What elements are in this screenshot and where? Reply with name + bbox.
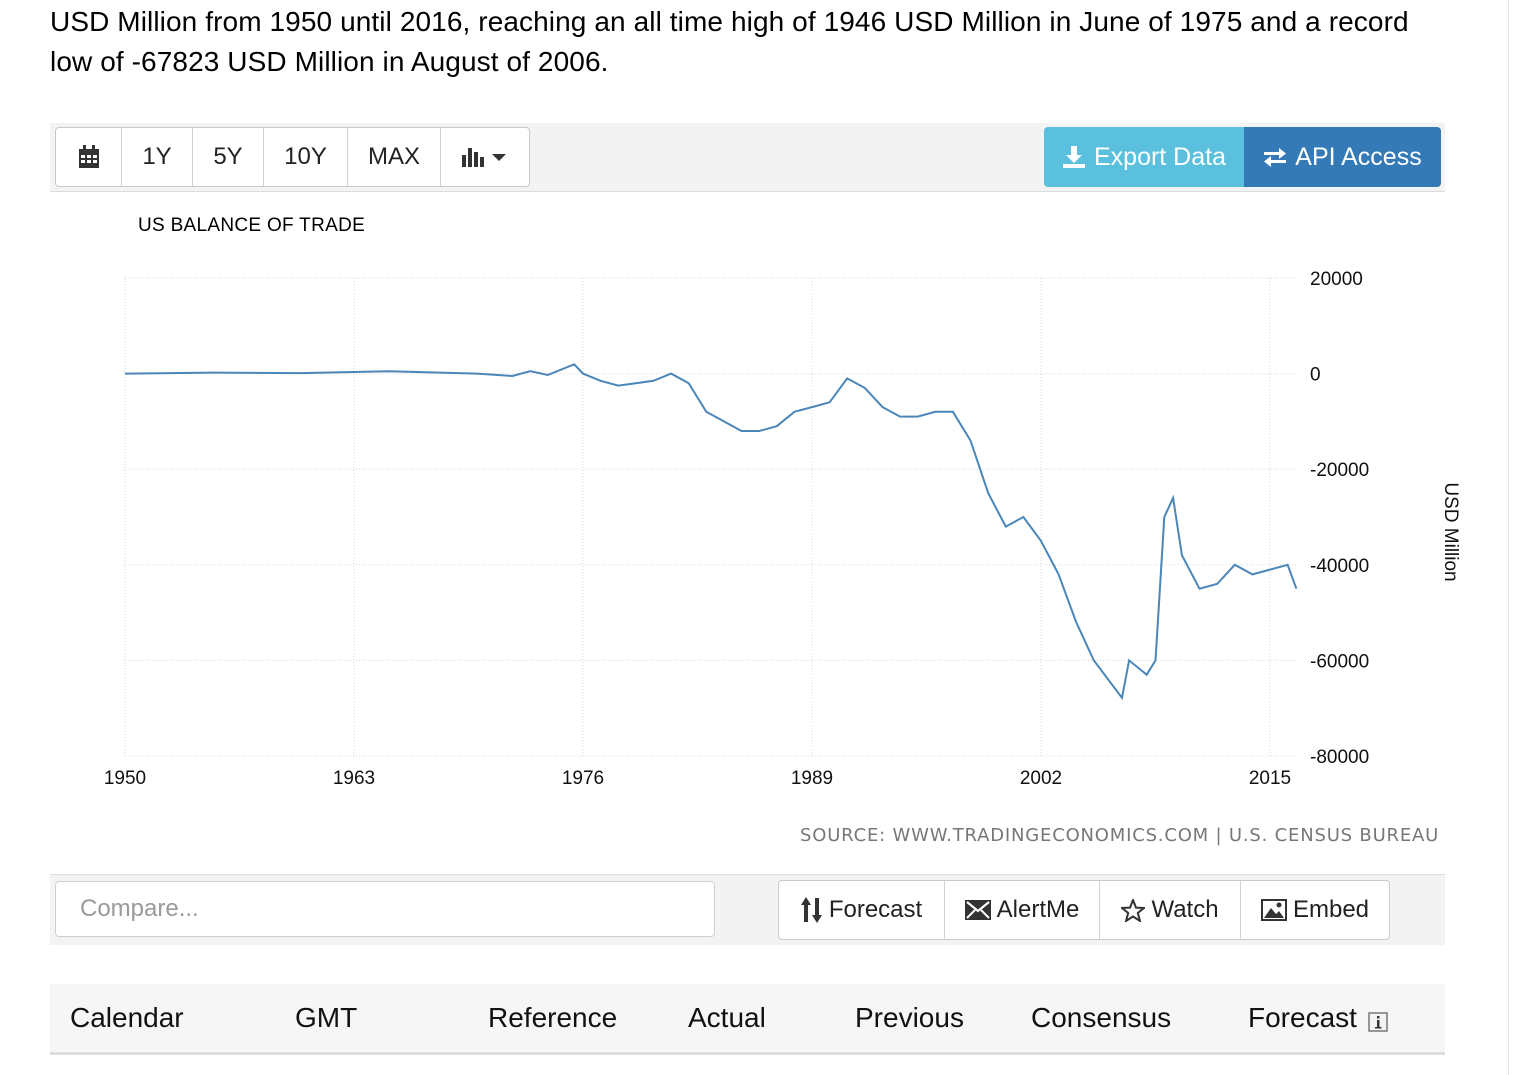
y-tick-label: 20000 (1310, 269, 1363, 290)
range-5y-button[interactable]: 5Y (193, 128, 264, 186)
range-1y-button[interactable]: 1Y (122, 128, 193, 186)
chart-panel (50, 192, 1445, 872)
calendar-button[interactable] (56, 128, 122, 186)
image-icon (1260, 899, 1287, 921)
col-consensus: Consensus (1031, 1002, 1172, 1033)
watch-button[interactable]: Watch (1100, 881, 1241, 939)
x-tick-label: 1976 (562, 768, 604, 789)
range-button-group: 1Y 5Y 10Y MAX (55, 127, 530, 187)
x-tick-label: 1963 (333, 768, 375, 789)
watch-button-label: Watch (1151, 896, 1219, 923)
x-tick-label: 2015 (1249, 768, 1291, 789)
col-gmt: GMT (295, 1002, 358, 1033)
y-tick-label: -40000 (1310, 556, 1369, 577)
col-calendar: Calendar (70, 1002, 184, 1033)
x-tick-label: 1950 (104, 768, 146, 789)
chart-toolbar: 1Y 5Y 10Y MAX Export Data API (50, 123, 1445, 192)
compare-input[interactable] (55, 881, 715, 937)
chart-actions-group: Forecast AlertMe Watch Embed (778, 880, 1390, 940)
export-data-button[interactable]: Export Data (1044, 127, 1244, 187)
page-edge-divider (1508, 0, 1513, 1075)
chart-title: US BALANCE OF TRADE (138, 215, 366, 236)
x-tick-label: 1989 (791, 768, 833, 789)
y-axis-label: USD Million (1440, 482, 1461, 581)
y-tick-label: -20000 (1310, 460, 1369, 481)
alertme-button[interactable]: AlertMe (945, 881, 1100, 939)
forecast-button-label: Forecast (828, 896, 923, 923)
embed-button[interactable]: Embed (1241, 881, 1389, 939)
calendar-icon (78, 145, 99, 168)
chart-source[interactable]: SOURCE: WWW.TRADINGECONOMICS.COM | U.S. … (800, 825, 1440, 846)
chart-footer-bar: Forecast AlertMe Watch Embed (50, 874, 1445, 945)
y-tick-label: -60000 (1310, 651, 1369, 672)
col-reference: Reference (488, 1002, 618, 1033)
y-tick-label: -80000 (1310, 747, 1369, 768)
embed-button-label: Embed (1292, 896, 1370, 923)
description-text: USD Million from 1950 until 2016, reachi… (50, 6, 1409, 77)
calendar-table-header: Calendar GMT Reference Actual Previous C… (50, 984, 1445, 1055)
line-chart[interactable]: 20000 0 -20000 -40000 -60000 -80000 1950 1963 1… (0, 0, 1513, 830)
y-tick-label: 0 (1310, 365, 1321, 386)
star-icon (1121, 898, 1146, 922)
info-icon[interactable] (1368, 1007, 1388, 1039)
api-access-button[interactable]: API Access (1244, 127, 1441, 187)
col-previous: Previous (855, 1002, 964, 1033)
x-tick-label: 2002 (1020, 768, 1062, 789)
envelope-icon (964, 900, 991, 920)
range-10y-button[interactable]: 10Y (264, 128, 348, 186)
api-access-label: API Access (1295, 142, 1422, 171)
sort-arrows-icon (800, 897, 822, 923)
forecast-button[interactable]: Forecast (779, 881, 945, 939)
bar-chart-icon (462, 148, 506, 167)
exchange-arrows-icon (1264, 148, 1287, 167)
range-max-button[interactable]: MAX (348, 128, 441, 186)
series-line[interactable] (124, 363, 1298, 701)
col-actual: Actual (688, 1002, 766, 1033)
export-data-label: Export Data (1093, 142, 1226, 171)
download-icon (1062, 146, 1085, 168)
alertme-button-label: AlertMe (996, 896, 1080, 923)
col-forecast: Forecast (1248, 1002, 1357, 1033)
chart-type-button[interactable] (441, 128, 529, 186)
